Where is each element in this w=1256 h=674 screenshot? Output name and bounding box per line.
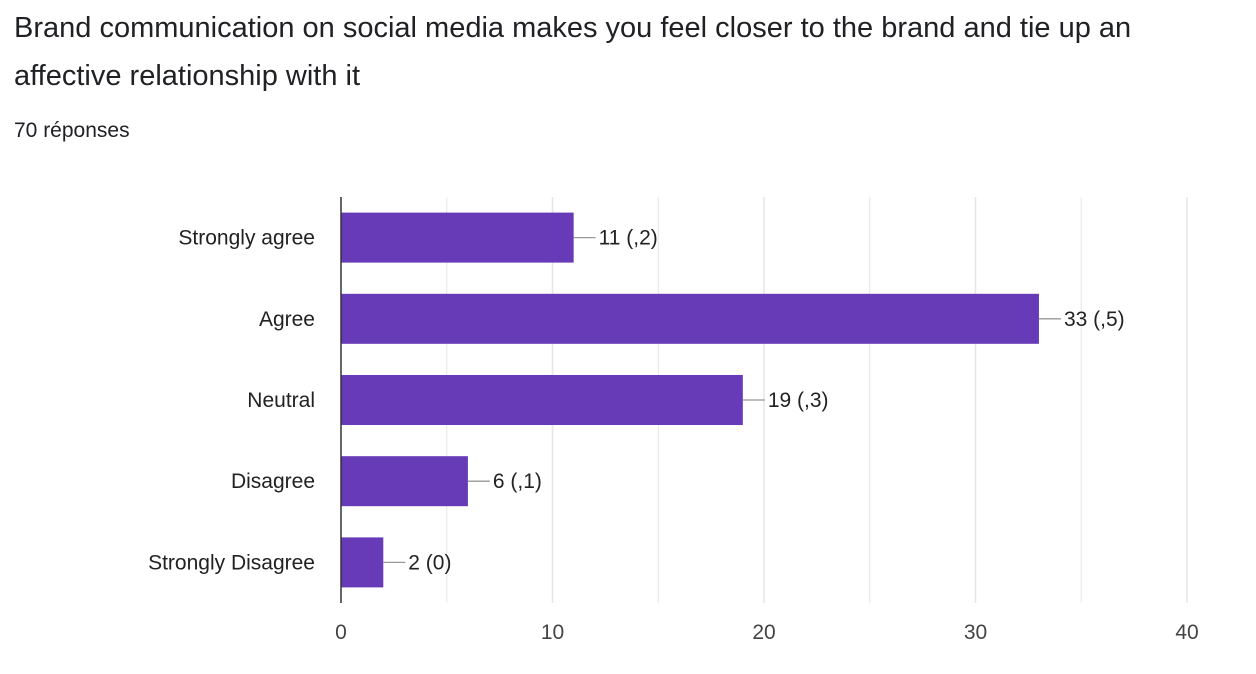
category-label: Neutral xyxy=(247,389,315,412)
category-label: Disagree xyxy=(231,470,315,493)
data-label: 19 (,3) xyxy=(768,389,829,412)
labels: 11 (,2) Strongly agree 33 (,5) Agree 19 (,3)… xyxy=(148,227,1199,644)
question-title: Brand communication on social media make… xyxy=(14,12,1132,92)
data-label: 33 (,5) xyxy=(1064,308,1125,331)
category-label: Strongly agree xyxy=(178,227,315,250)
x-tick-label: 30 xyxy=(964,621,987,644)
bar-strongly-agree[interactable] xyxy=(341,212,574,263)
category-label: Strongly Disagree xyxy=(148,551,315,574)
category-label: Agree xyxy=(259,308,315,331)
x-tick-label: 40 xyxy=(1175,621,1198,644)
x-tick-label: 10 xyxy=(541,621,564,644)
bar-strongly-disagree[interactable] xyxy=(341,537,384,588)
data-label: 6 (,1) xyxy=(493,470,542,493)
data-label: 2 (0) xyxy=(408,551,451,574)
response-count: 70 réponses xyxy=(14,119,130,142)
bar-disagree[interactable] xyxy=(341,456,468,507)
bars xyxy=(341,212,1039,588)
x-tick-label: 20 xyxy=(752,621,775,644)
bar-agree[interactable] xyxy=(341,293,1039,344)
data-label: 11 (,2) xyxy=(599,227,658,250)
bar-neutral[interactable] xyxy=(341,375,743,425)
x-tick-label: 0 xyxy=(335,621,347,644)
